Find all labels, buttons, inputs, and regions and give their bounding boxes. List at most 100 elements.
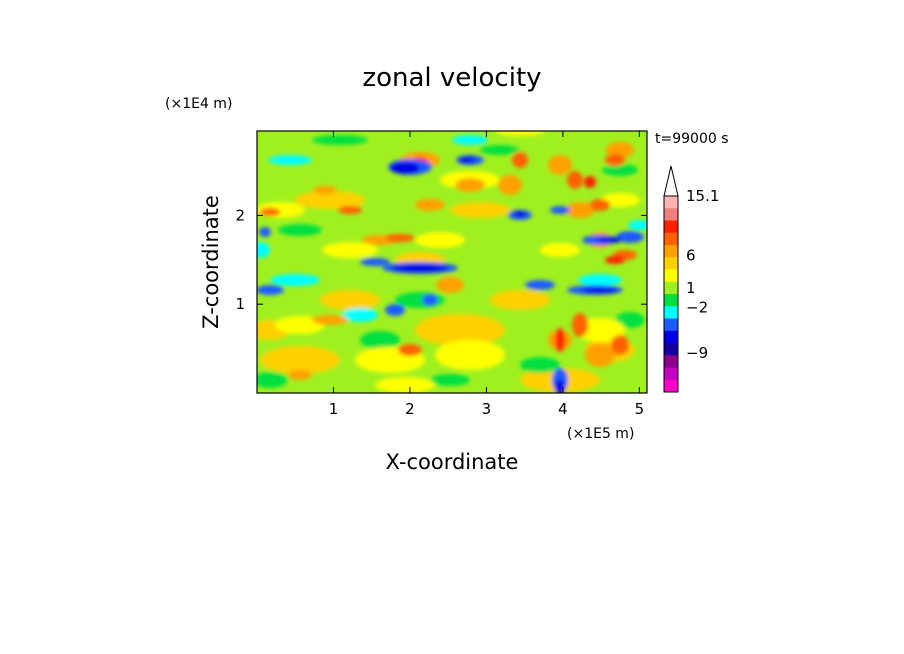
velocity-contour [582, 287, 618, 293]
velocity-contour [600, 193, 640, 207]
velocity-contour [459, 157, 475, 163]
velocity-contour [565, 202, 595, 218]
colorbar-extend-triangle [663, 165, 679, 197]
velocity-contour [578, 274, 622, 286]
velocity-contour [312, 315, 348, 325]
velocity-contour [322, 242, 378, 258]
colorbar-segment [664, 269, 678, 283]
y-axis: 12 [235, 206, 647, 313]
velocity-contour [342, 308, 378, 322]
x-tick-label: 3 [482, 400, 492, 418]
colorbar-segment [664, 343, 678, 356]
velocity-contour [268, 155, 312, 165]
velocity-contour [628, 220, 647, 230]
velocity-contour [555, 328, 565, 352]
velocity-contour [338, 206, 362, 214]
colorbar-segment [664, 220, 678, 234]
colorbar-segment [664, 257, 678, 270]
velocity-contour [611, 335, 629, 355]
velocity-contour [616, 231, 644, 243]
velocity-contour [606, 142, 634, 158]
y-tick-label: 2 [235, 206, 245, 224]
y-tick-label: 1 [235, 295, 245, 313]
velocity-contour [422, 294, 438, 306]
colorbar-segment [664, 294, 678, 307]
velocity-contour [360, 258, 390, 266]
colorbar-tick-label: 6 [686, 246, 696, 264]
velocity-contour [257, 285, 284, 295]
velocity-contour [520, 357, 560, 373]
velocity-contour [430, 374, 470, 386]
colorbar-tick-label: −2 [686, 298, 708, 316]
velocity-contour [605, 154, 625, 166]
colorbar-tick-label: 1 [686, 279, 696, 297]
velocity-contour [525, 280, 555, 290]
x-tick-label: 2 [405, 400, 415, 418]
colorbar-segment [664, 379, 678, 393]
velocity-contour [605, 256, 625, 264]
velocity-contour [550, 206, 570, 214]
zonal-velocity-field [257, 131, 647, 393]
colorbar-segment [664, 245, 678, 258]
velocity-contour [548, 155, 572, 175]
velocity-contour [455, 178, 485, 192]
velocity-contour [452, 135, 488, 145]
velocity-contour [435, 340, 505, 370]
velocity-contour [480, 145, 520, 155]
velocity-contour [260, 346, 340, 374]
velocity-contour [602, 164, 638, 176]
velocity-contour [259, 227, 271, 237]
chart-title: zonal velocity [362, 63, 541, 93]
time-label: t=99000 s [655, 131, 729, 147]
velocity-contour [540, 243, 580, 257]
x-axis: 1 2 3 4 5 [329, 131, 644, 418]
velocity-contour [615, 312, 645, 328]
colorbar-segment [664, 281, 678, 295]
velocity-contour [585, 343, 615, 367]
velocity-contour [436, 277, 464, 293]
colorbar-frame [663, 195, 679, 393]
colorbar-segment [664, 318, 678, 332]
velocity-contour [385, 304, 405, 316]
velocity-contour [375, 377, 435, 393]
velocity-contour [320, 290, 380, 310]
velocity-contour [385, 234, 415, 242]
velocity-contour [257, 372, 288, 388]
velocity-contour [415, 232, 465, 248]
velocity-contour [392, 264, 448, 272]
y-unit-label: (×1E4 m) [165, 96, 232, 112]
velocity-contour [398, 344, 422, 356]
velocity-contour [278, 224, 322, 236]
velocity-contour [295, 191, 365, 209]
velocity-contour [415, 199, 445, 211]
velocity-contour [450, 202, 510, 218]
velocity-contour [415, 314, 505, 346]
x-axis-title: X-coordinate [386, 450, 519, 474]
velocity-contour [514, 211, 526, 217]
velocity-contour [572, 313, 588, 337]
colorbar: 15.1 6 1−2 −9 [663, 165, 719, 393]
velocity-contour [270, 274, 320, 286]
velocity-contour [495, 131, 545, 136]
y-axis-title: Z-coordinate [199, 195, 223, 329]
velocity-contour [360, 331, 400, 349]
velocity-contour [257, 242, 270, 258]
x-tick-label: 1 [329, 400, 339, 418]
colorbar-segment [664, 232, 678, 246]
colorbar-segment [664, 367, 678, 381]
x-tick-label: 5 [635, 400, 645, 418]
colorbar-segment [664, 330, 678, 344]
velocity-contour [288, 370, 312, 380]
colorbar-segment [664, 208, 678, 221]
velocity-contour [260, 208, 280, 216]
colorbar-segment [664, 196, 678, 209]
velocity-contour [567, 171, 583, 189]
velocity-contour [498, 175, 522, 195]
velocity-contour [390, 162, 420, 174]
colorbar-segment [664, 355, 678, 368]
x-unit-label: (×1E5 m) [567, 426, 634, 442]
colorbar-segment [664, 306, 678, 319]
velocity-contour [598, 237, 622, 243]
velocity-contour [490, 290, 550, 310]
